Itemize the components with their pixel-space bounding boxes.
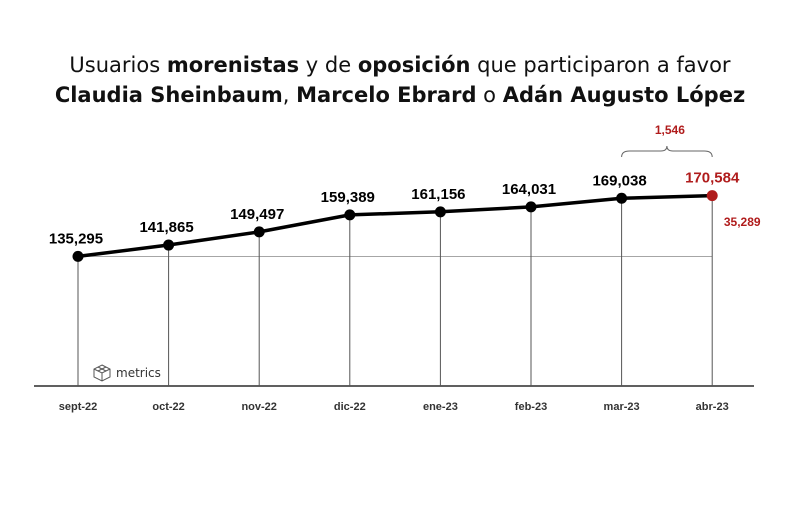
x-tick-label: dic-22 <box>334 401 366 413</box>
data-point <box>706 190 718 202</box>
title-text-bold: Adán Augusto López <box>502 83 746 107</box>
title-text: que participaron a favor <box>470 53 731 77</box>
cube-icon <box>93 364 111 382</box>
chart-title-line-1: Usuarios morenistas y de oposición que p… <box>0 50 800 80</box>
chart-title: Usuarios morenistas y de oposición que p… <box>0 50 800 110</box>
x-tick-label: sept-22 <box>59 401 98 413</box>
title-text-bold: Marcelo Ebrard <box>296 83 477 107</box>
title-text: Usuarios <box>69 53 167 77</box>
data-label: 169,038 <box>592 172 646 189</box>
x-tick-label: mar-23 <box>604 401 640 413</box>
metrics-logo: metrics <box>92 364 161 382</box>
data-point <box>253 226 265 238</box>
data-point <box>525 201 537 213</box>
difference-brace <box>621 145 713 158</box>
logo-text: metrics <box>116 366 161 380</box>
x-tick-label: abr-23 <box>696 401 729 413</box>
total-diff-label: 35,289 <box>724 215 761 229</box>
data-label: 149,497 <box>230 206 284 223</box>
title-text: y de <box>299 53 358 77</box>
data-label: 141,865 <box>139 219 193 236</box>
series-line <box>77 193 713 259</box>
data-label: 170,584 <box>685 170 740 187</box>
data-label: 159,389 <box>321 189 375 206</box>
x-tick-label: nov-22 <box>241 401 276 413</box>
x-tick-label: ene-23 <box>423 401 458 413</box>
data-label: 135,295 <box>49 230 103 247</box>
chart-title-line-2: Claudia Sheinbaum, Marcelo Ebrard o Adán… <box>0 80 800 110</box>
data-point <box>72 250 84 262</box>
data-point <box>163 239 175 251</box>
data-point <box>434 206 446 218</box>
data-point <box>616 192 628 204</box>
title-text-bold: oposición <box>357 53 471 77</box>
data-label: 161,156 <box>411 186 465 203</box>
title-text-bold: morenistas <box>166 53 300 77</box>
title-text: , <box>282 83 297 107</box>
data-label: 164,031 <box>502 181 556 198</box>
x-tick-label: feb-23 <box>515 401 547 413</box>
data-point <box>344 209 356 221</box>
title-text-bold: Claudia Sheinbaum <box>54 83 283 107</box>
title-text: o <box>476 83 503 107</box>
x-tick-label: oct-22 <box>152 401 184 413</box>
last-month-diff-label: 1,546 <box>655 123 685 137</box>
